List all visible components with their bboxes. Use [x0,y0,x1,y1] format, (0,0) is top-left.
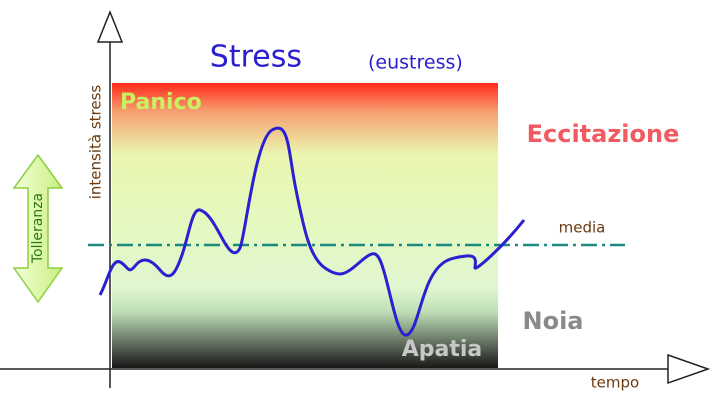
x-axis-label: tempo [591,374,639,392]
stress-curve [98,126,526,337]
y-arrow [96,9,124,43]
zone-panico: Panico [120,90,202,115]
mean-label: media [559,219,606,237]
zone-eccitazione: Eccitazione [527,120,680,148]
zone-apatia: Apatia [402,337,483,362]
x-arrow [667,353,711,385]
subtitle: (eustress) [368,52,463,74]
zone-noia: Noia [523,307,584,335]
tolerance-arrow [12,153,64,304]
tolerance-label: Tolleranza [30,193,46,264]
y-axis-label: intensità stress [87,85,105,200]
title: Stress [210,40,302,75]
